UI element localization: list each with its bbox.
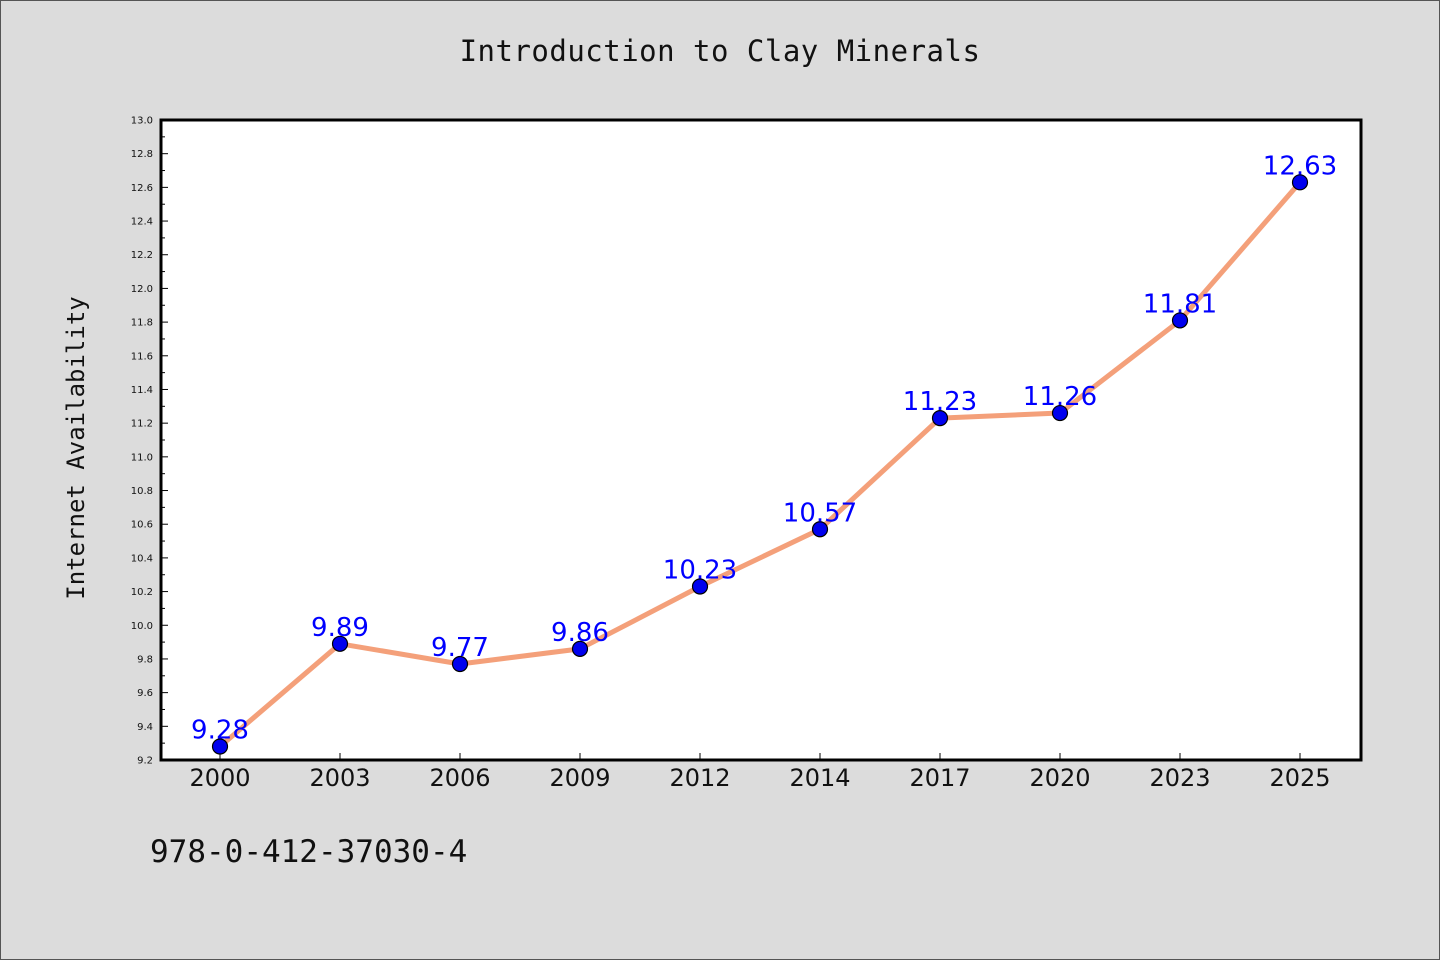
data-point-marker <box>1291 174 1309 191</box>
y-tick-label: 13.0 <box>131 116 153 127</box>
x-tick-label: 2003 <box>309 764 370 792</box>
data-point-marker <box>931 410 949 427</box>
x-tick-label: 2014 <box>789 764 850 792</box>
data-point-marker <box>331 635 349 652</box>
y-tick-label: 11.8 <box>131 318 153 329</box>
y-tick-label: 9.6 <box>137 688 153 699</box>
y-tick-label: 12.6 <box>131 183 153 194</box>
x-tick-label: 2023 <box>1149 764 1210 792</box>
data-labels-group: 9.28 9.89 9.77 9.86 10.23 10.57 11.23 11.26 11.8… <box>191 151 1337 745</box>
series-line-group <box>217 179 1303 750</box>
y-tick-label: 10.2 <box>131 587 153 598</box>
data-label: 11.81 <box>1143 289 1217 319</box>
x-axis: 2000 2003 2006 2009 2012 2014 2017 2020 2023 2025 <box>189 753 1331 792</box>
data-label: 11.26 <box>1023 382 1097 412</box>
data-point-marker <box>211 738 229 755</box>
data-label: 9.28 <box>191 716 249 746</box>
data-point-marker <box>1051 404 1069 422</box>
y-tick-label: 10.0 <box>131 621 153 632</box>
y-tick-label: 11.0 <box>131 452 153 463</box>
y-tick-label: 12.8 <box>131 149 153 160</box>
x-tick-label: 2006 <box>429 764 490 792</box>
series-line <box>217 179 1303 750</box>
y-tick-label: 12.0 <box>131 284 153 295</box>
x-tick-label: 2000 <box>189 764 250 792</box>
plot-area <box>161 120 1361 760</box>
data-label: 9.77 <box>431 633 489 663</box>
data-label: 9.86 <box>551 618 609 648</box>
plot-border <box>159 118 1363 762</box>
y-tick-label: 11.6 <box>131 351 153 362</box>
isbn-text: 978-0-412-37030-4 <box>150 834 468 870</box>
x-tick-label: 2009 <box>549 764 610 792</box>
data-label: 10.23 <box>663 556 737 586</box>
data-label: 11.23 <box>903 387 977 417</box>
y-tick-label: 10.8 <box>131 486 153 497</box>
data-point-marker <box>1171 312 1189 329</box>
data-label: 10.57 <box>783 498 857 528</box>
data-label: 12.63 <box>1263 151 1337 181</box>
data-point-marker <box>811 521 829 538</box>
y-tick-label: 9.4 <box>137 722 153 733</box>
y-tick-label: 9.8 <box>137 654 153 665</box>
y-tick-label: 11.4 <box>131 385 153 396</box>
x-tick-label: 2012 <box>669 764 730 792</box>
y-axis-label: Internet Availability <box>62 296 90 599</box>
x-tick-label: 2020 <box>1029 764 1090 792</box>
y-tick-label: 12.4 <box>131 217 153 228</box>
series-markers-group <box>211 174 1309 755</box>
y-tick-label: 11.2 <box>131 419 153 430</box>
chart-title: Introduction to Clay Minerals <box>459 34 981 68</box>
data-point-marker <box>691 578 709 595</box>
y-tick-label: 12.2 <box>131 250 153 261</box>
y-tick-label: 10.6 <box>131 520 153 531</box>
y-tick-label: 9.2 <box>137 756 153 767</box>
y-tick-label: 10.4 <box>131 553 153 564</box>
data-point-marker <box>451 655 469 673</box>
x-tick-label: 2025 <box>1269 764 1330 792</box>
x-tick-label: 2017 <box>909 764 970 792</box>
data-point-marker <box>571 640 589 657</box>
data-label: 9.89 <box>311 613 369 643</box>
